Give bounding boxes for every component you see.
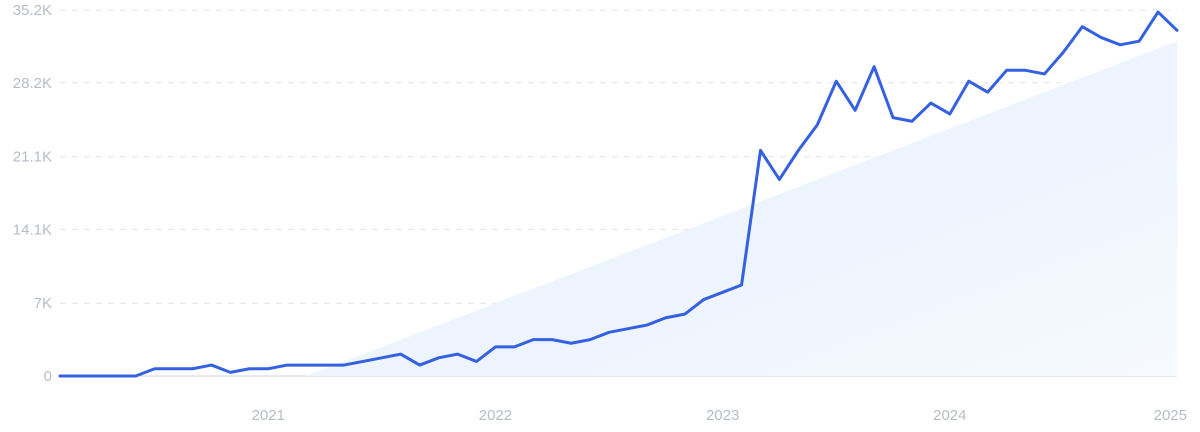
- data-point: [608, 331, 611, 334]
- data-point: [892, 116, 895, 119]
- data-point: [153, 367, 156, 370]
- data-point: [1081, 25, 1084, 28]
- y-tick-label: 35.2K: [13, 2, 52, 19]
- data-point: [305, 364, 308, 367]
- data-point: [361, 360, 364, 363]
- data-point: [210, 364, 213, 367]
- data-point: [418, 364, 421, 367]
- data-point: [873, 65, 876, 68]
- data-point: [854, 109, 857, 112]
- y-tick-label: 7K: [34, 295, 52, 312]
- data-point: [267, 367, 270, 370]
- trend-area: [306, 41, 1177, 377]
- data-point: [645, 324, 648, 327]
- data-point: [570, 342, 573, 345]
- data-point: [532, 338, 535, 341]
- y-tick-label: 21.1K: [13, 149, 52, 166]
- data-point: [740, 284, 743, 287]
- data-point: [96, 375, 99, 378]
- data-point: [1062, 51, 1065, 54]
- x-tick-label: 2021: [252, 407, 285, 424]
- data-point: [342, 364, 345, 367]
- data-point: [324, 364, 327, 367]
- data-point: [778, 178, 781, 181]
- data-point: [494, 345, 497, 348]
- trend-area-shape: [306, 41, 1177, 377]
- data-point: [1043, 72, 1046, 75]
- data-point: [1024, 69, 1027, 72]
- data-point: [475, 360, 478, 363]
- data-point: [456, 353, 459, 356]
- data-point: [1100, 36, 1103, 39]
- data-point: [910, 120, 913, 123]
- data-point: [1138, 40, 1141, 43]
- data-point: [1176, 29, 1179, 32]
- data-point: [115, 375, 118, 378]
- x-tick-labels: 2021 2022 2023 2024 2025: [252, 407, 1187, 424]
- data-point: [1157, 11, 1160, 14]
- data-point: [626, 327, 629, 330]
- y-tick-labels: 0 7K 14.1K 21.1K 28.2K 35.2K: [13, 2, 52, 385]
- data-point: [589, 338, 592, 341]
- data-point: [513, 345, 516, 348]
- data-point: [948, 112, 951, 115]
- data-point: [1005, 69, 1008, 72]
- data-point: [929, 102, 932, 105]
- y-tick-label: 28.2K: [13, 75, 52, 92]
- data-point: [286, 364, 289, 367]
- data-point: [248, 367, 251, 370]
- data-point: [702, 298, 705, 301]
- data-point: [683, 313, 686, 316]
- x-tick-label: 2024: [933, 407, 966, 424]
- data-point: [1119, 43, 1122, 46]
- data-point: [835, 80, 838, 83]
- data-point: [59, 375, 62, 378]
- series-line: [58, 10, 1179, 378]
- data-point: [986, 91, 989, 94]
- data-point: [967, 80, 970, 83]
- data-point: [134, 375, 137, 378]
- data-point: [172, 367, 175, 370]
- data-point: [759, 149, 762, 152]
- y-tick-label: 14.1K: [13, 221, 52, 238]
- data-point: [797, 149, 800, 152]
- x-tick-label: 2025: [1154, 407, 1187, 424]
- data-point: [380, 356, 383, 359]
- data-point: [664, 316, 667, 319]
- data-point: [816, 123, 819, 126]
- data-point: [191, 367, 194, 370]
- data-point: [399, 353, 402, 356]
- data-point: [721, 291, 724, 294]
- data-point: [77, 375, 80, 378]
- y-tick-label: 0: [44, 368, 52, 385]
- data-point: [229, 371, 232, 374]
- series-line-group: [58, 10, 1179, 378]
- x-tick-label: 2022: [479, 407, 512, 424]
- data-point: [551, 338, 554, 341]
- data-point: [437, 356, 440, 359]
- x-tick-label: 2023: [706, 407, 739, 424]
